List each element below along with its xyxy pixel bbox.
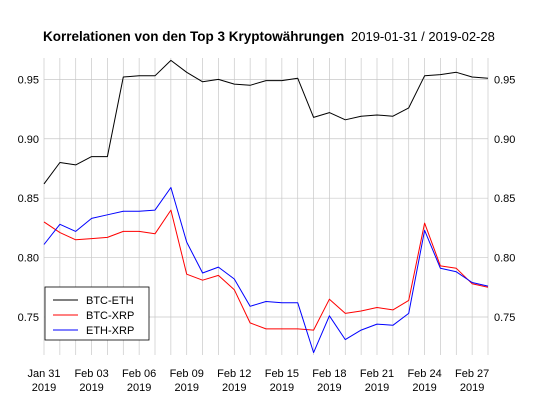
series-line-eth-xrp xyxy=(43,187,489,354)
x-tick-label: Feb 15 xyxy=(265,368,299,380)
y-tick-label-left: 0.75 xyxy=(18,312,39,324)
x-tick-label: Feb 03 xyxy=(74,368,108,380)
y-axis-left: 0.95 0.90 0.85 0.80 0.75 xyxy=(18,74,39,324)
y-axis-right: 0.95 0.90 0.85 0.80 0.75 xyxy=(494,74,515,324)
x-tick-label: Feb 06 xyxy=(122,368,156,380)
y-tick-label-left: 0.80 xyxy=(18,253,39,265)
x-tick-year: 2019 xyxy=(460,382,484,394)
x-tick-label: Jan 31 xyxy=(27,368,60,380)
x-tick-year: 2019 xyxy=(127,382,151,394)
x-tick-year: 2019 xyxy=(174,382,198,394)
y-tick-label-right: 0.80 xyxy=(494,253,515,265)
x-tick-label: Feb 12 xyxy=(217,368,251,380)
x-tick-label: Feb 18 xyxy=(312,368,346,380)
x-tick-label: Feb 21 xyxy=(360,368,394,380)
y-tick-label-right: 0.75 xyxy=(494,312,515,324)
x-tick-label: Feb 24 xyxy=(407,368,441,380)
y-tick-label-right: 0.85 xyxy=(494,193,515,205)
x-tick-year: 2019 xyxy=(32,382,56,394)
x-tick: Feb 09 2019 xyxy=(170,368,204,394)
legend-box xyxy=(44,286,150,341)
x-tick: Feb 12 2019 xyxy=(217,368,251,394)
series-group xyxy=(43,59,489,354)
legend: BTC-ETH BTC-XRP ETH-XRP xyxy=(44,286,150,341)
x-tick: Feb 21 2019 xyxy=(360,368,394,394)
date-range: 2019-01-31 / 2019-02-28 xyxy=(351,29,495,44)
x-tick: Jan 31 2019 xyxy=(27,368,60,394)
x-tick: Feb 15 2019 xyxy=(265,368,299,394)
series-line-btc-xrp xyxy=(43,209,489,331)
x-tick-year: 2019 xyxy=(222,382,246,394)
x-tick-label: Feb 09 xyxy=(170,368,204,380)
x-tick: Feb 24 2019 xyxy=(407,368,441,394)
x-tick: Feb 27 2019 xyxy=(455,368,489,394)
x-tick-year: 2019 xyxy=(412,382,436,394)
legend-label: BTC-ETH xyxy=(86,295,134,307)
x-tick-year: 2019 xyxy=(365,382,389,394)
y-tick-label-right: 0.95 xyxy=(494,74,515,86)
legend-item: BTC-XRP xyxy=(53,310,134,322)
x-axis: Jan 31 2019 Feb 03 2019 Feb 06 2019 Feb 09 2019… xyxy=(27,368,489,394)
legend-item: ETH-XRP xyxy=(53,325,134,337)
y-tick-label-right: 0.90 xyxy=(494,134,515,146)
legend-label: BTC-XRP xyxy=(86,310,134,322)
chart-title: Korrelationen von den Top 3 Kryptowährun… xyxy=(43,29,344,44)
x-tick: Feb 03 2019 xyxy=(74,368,108,394)
x-tick-year: 2019 xyxy=(79,382,103,394)
y-tick-label-left: 0.90 xyxy=(18,134,39,146)
y-tick-label-left: 0.85 xyxy=(18,193,39,205)
x-tick: Feb 06 2019 xyxy=(122,368,156,394)
x-tick-label: Feb 27 xyxy=(455,368,489,380)
legend-item: BTC-ETH xyxy=(53,295,134,307)
x-tick-year: 2019 xyxy=(270,382,294,394)
series-line-btc-eth xyxy=(43,59,489,185)
x-tick-year: 2019 xyxy=(317,382,341,394)
y-tick-label-left: 0.95 xyxy=(18,74,39,86)
legend-label: ETH-XRP xyxy=(86,325,134,337)
x-tick: Feb 18 2019 xyxy=(312,368,346,394)
